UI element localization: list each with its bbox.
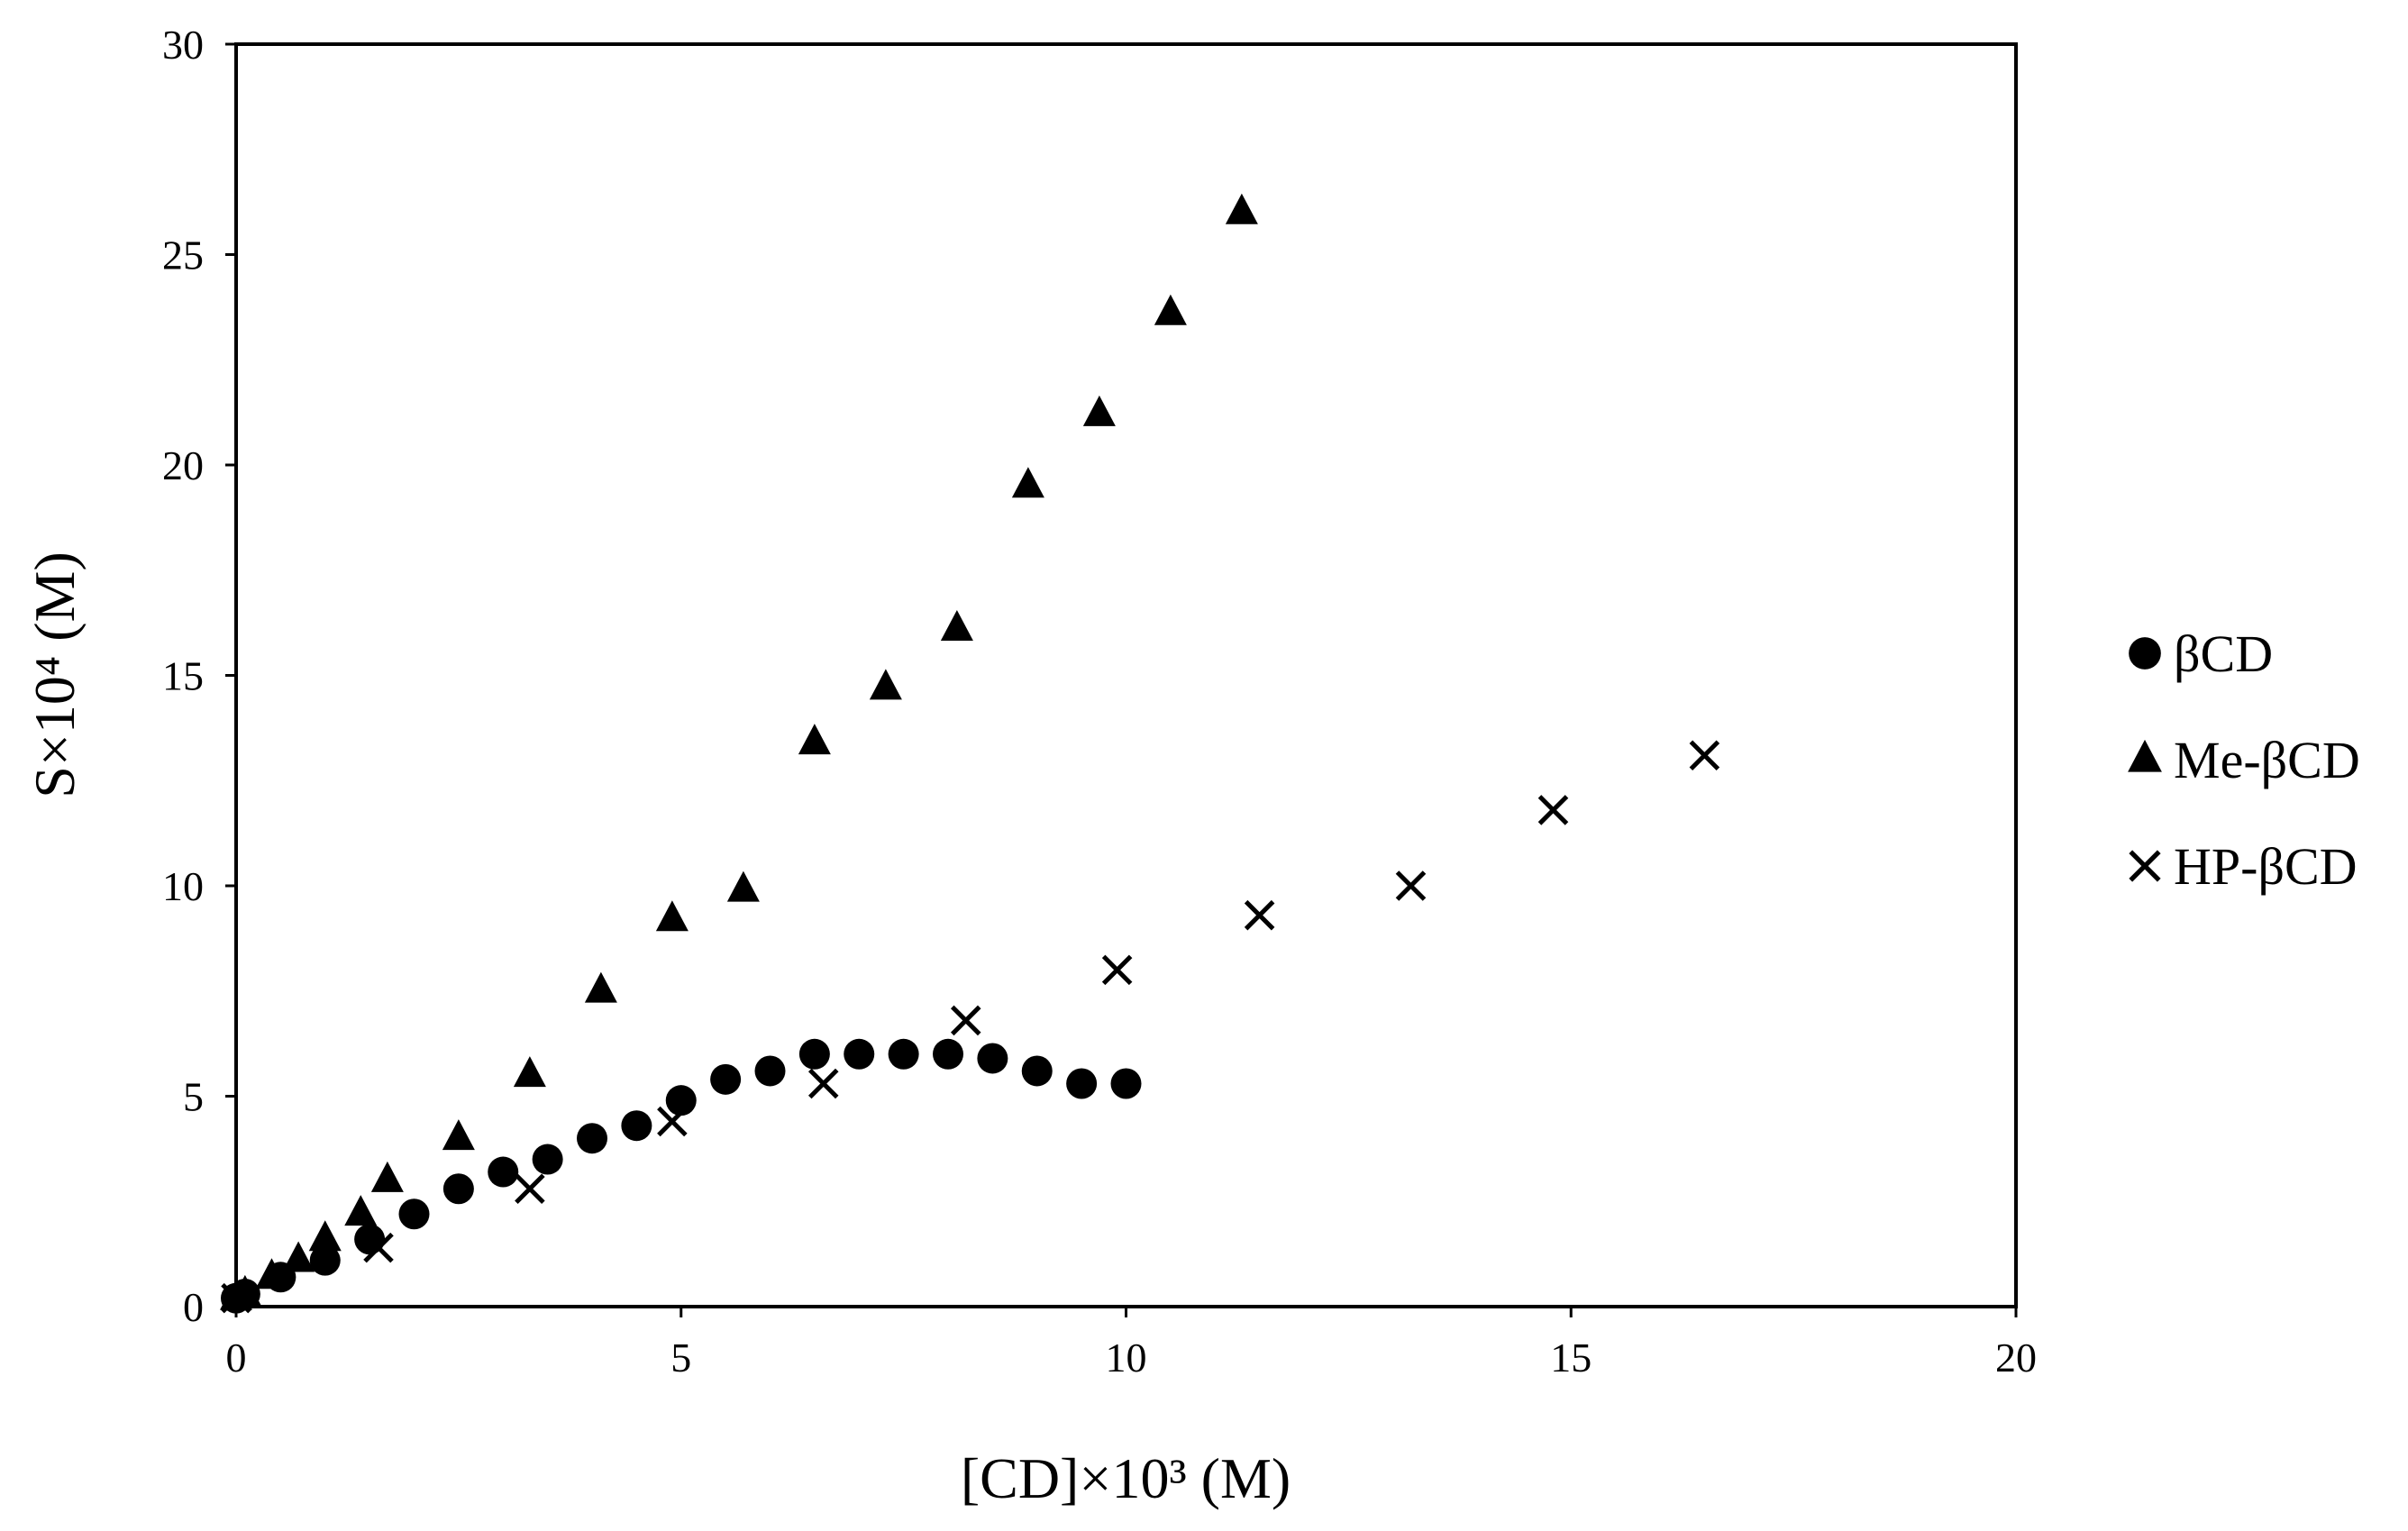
bcd-point (309, 1244, 341, 1276)
me-bcd-point (1154, 294, 1187, 325)
y-axis-title: S×10⁴ (M) (23, 551, 87, 798)
y-tick-label: 30 (162, 22, 204, 68)
plot-area-frame (234, 42, 2018, 1308)
me-bcd-point (370, 1161, 404, 1192)
me-bcd-point (308, 1220, 342, 1252)
hp-bcd-point (515, 1173, 545, 1205)
me-bcd-point (1011, 467, 1044, 498)
x-tick-label: 0 (226, 1335, 247, 1381)
legend-me-bcd-marker (2128, 739, 2162, 772)
me-bcd-point (584, 971, 617, 1003)
me-bcd-point (940, 610, 973, 642)
y-axis-ticks: 0 5 10 15 20 25 30 (162, 22, 236, 1330)
hp-bcd-point (221, 1282, 251, 1314)
legend-me-bcd-label: Me-βCD (2174, 731, 2360, 789)
bcd-point (1066, 1068, 1098, 1099)
bcd-point (532, 1144, 563, 1175)
bcd-point (888, 1038, 919, 1070)
legend-bcd-marker (2129, 637, 2161, 670)
bcd-point (665, 1085, 697, 1116)
me-bcd-point (1225, 193, 1258, 224)
legend: βCD Me-βCD HP-βCD (2128, 624, 2360, 896)
bcd-point (933, 1038, 963, 1070)
hp-bcd-point (1537, 795, 1569, 825)
y-tick-label: 20 (162, 442, 204, 488)
x-tick-label: 5 (670, 1335, 691, 1381)
me-bcd-point (726, 870, 760, 902)
me-bcd-point (255, 1258, 288, 1290)
bcd-point (577, 1123, 607, 1154)
y-tick-label: 25 (162, 232, 204, 278)
y-tick-label: 10 (162, 863, 204, 909)
me-bcd-point (869, 669, 902, 700)
x-tick-label: 20 (1995, 1335, 2037, 1381)
me-bcd-point (798, 724, 831, 755)
bcd-point (977, 1043, 1008, 1074)
x-axis-title: [CD]×10³ (M) (961, 1446, 1291, 1510)
x-tick-label: 10 (1106, 1335, 1147, 1381)
me-bcd-point (513, 1056, 546, 1088)
hp-bcd-point (363, 1232, 394, 1263)
hp-bcd-point (1689, 740, 1720, 770)
me-bcd-point (282, 1241, 315, 1272)
y-tick-label: 15 (162, 653, 204, 699)
x-axis-ticks: 0 5 10 15 20 (226, 1307, 2037, 1381)
hp-bcd-point (1395, 870, 1427, 901)
me-bcd-point (1082, 395, 1116, 426)
y-tick-label: 0 (183, 1284, 204, 1330)
bcd-point (398, 1198, 430, 1230)
hp-bcd-point (950, 1005, 981, 1036)
hp-bcd-point (1244, 899, 1275, 931)
bcd-point (710, 1063, 742, 1095)
hp-bcd-point (807, 1068, 839, 1099)
me-bcd-point (344, 1195, 378, 1226)
bcd-point (621, 1110, 652, 1142)
me-bcd-point (442, 1119, 475, 1151)
bcd-point (1110, 1068, 1142, 1099)
bcd-point (798, 1038, 830, 1070)
x-tick-label: 15 (1550, 1335, 1592, 1381)
legend-hp-bcd-marker (2129, 850, 2161, 882)
data-marks (220, 193, 1720, 1314)
bcd-point (844, 1038, 875, 1070)
bcd-point (1021, 1055, 1053, 1087)
me-bcd-point (655, 900, 689, 932)
bcd-point (754, 1055, 786, 1087)
bcd-point (442, 1173, 474, 1205)
bcd-point (488, 1156, 519, 1188)
legend-bcd-label: βCD (2174, 624, 2273, 683)
legend-hp-bcd-label: HP-βCD (2174, 837, 2358, 896)
hp-bcd-point (1101, 954, 1133, 986)
y-tick-label: 5 (183, 1074, 204, 1120)
hp-bcd-point (657, 1106, 688, 1137)
